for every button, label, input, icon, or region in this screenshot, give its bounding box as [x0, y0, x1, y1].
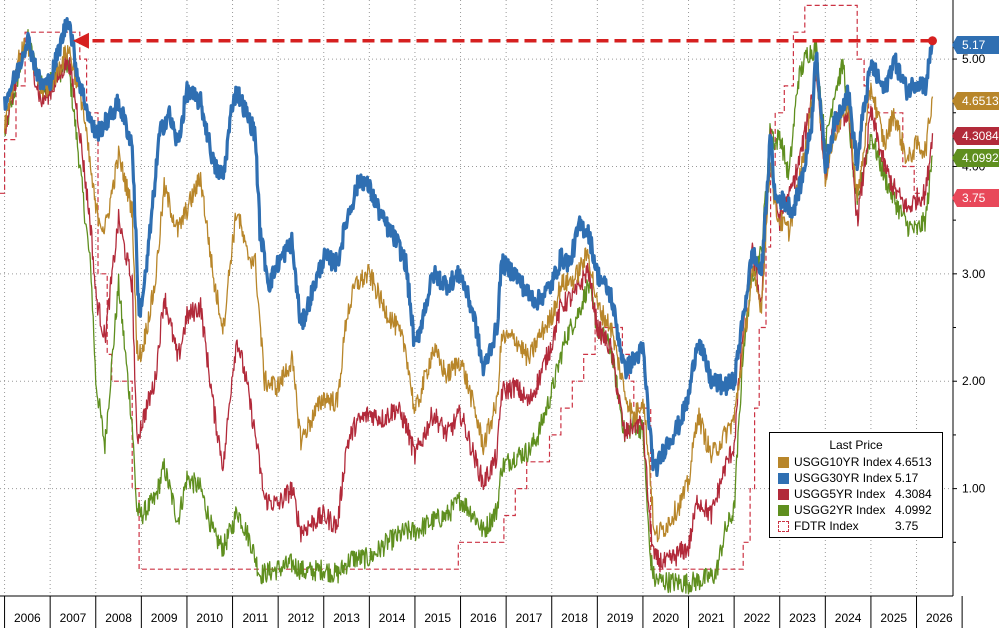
y-tick-label: 1.00 — [962, 482, 986, 496]
x-tick-label: 2015 — [424, 611, 451, 625]
legend-name: USGG10YR Index — [794, 455, 893, 469]
x-tick-label: 2017 — [516, 611, 543, 625]
annotation-arrow — [72, 32, 937, 49]
last-price-badge: 5.17 — [952, 36, 999, 54]
x-tick-label: 2019 — [607, 611, 634, 625]
badge-box — [957, 127, 999, 145]
legend-swatch — [778, 504, 789, 516]
x-axis-ticks: 2006 2007 2008 2009 2010 2011 2012 2013 2014 2015… — [4, 596, 963, 628]
y-tick-label: 5.00 — [962, 52, 986, 66]
legend-swatch — [778, 472, 789, 484]
x-tick-label: 2020 — [652, 611, 679, 625]
x-tick-label: 2008 — [105, 611, 132, 625]
badge-pointer — [952, 36, 957, 54]
series-lines — [0, 4, 935, 595]
x-tick-label: 2014 — [379, 611, 406, 625]
badge-box — [957, 92, 999, 110]
legend-value: 4.6513 — [895, 455, 932, 469]
legend-item-usgg10yr: USGG10YR Index 4.6513 — [770, 454, 942, 470]
badge-label: 4.6513 — [962, 94, 999, 108]
badge-pointer — [952, 189, 957, 207]
y-axis-ticks: 1.002.003.004.005.00 — [953, 52, 986, 543]
x-tick-label: 2018 — [561, 611, 588, 625]
legend-value: 4.3084 — [895, 487, 932, 501]
annotation-arrowhead — [72, 32, 89, 49]
badge-label: 3.75 — [962, 191, 986, 205]
legend-item-usgg30yr: USGG30YR Index 5.17 — [770, 470, 942, 486]
last-price-badge: 3.75 — [952, 189, 999, 207]
legend-value: 4.0992 — [895, 503, 932, 517]
x-tick-label: 2016 — [470, 611, 497, 625]
legend-swatch — [778, 488, 789, 500]
legend-name: USGG30YR Index — [794, 471, 893, 485]
legend-name: USGG2YR Index — [794, 503, 886, 517]
x-tick-label: 2026 — [926, 611, 953, 625]
x-tick-label: 2011 — [242, 611, 268, 625]
legend-swatch — [778, 456, 789, 468]
x-tick-label: 2006 — [14, 611, 41, 625]
legend-value: 5.17 — [895, 471, 919, 485]
x-tick-label: 2023 — [789, 611, 816, 625]
series-usgg10yr-index — [3, 37, 934, 543]
legend-item-fdtr: FDTR Index 3.75 — [770, 518, 942, 534]
x-tick-label: 2012 — [288, 611, 315, 625]
x-tick-label: 2024 — [835, 611, 862, 625]
badge-label: 4.3084 — [962, 129, 999, 143]
badge-pointer — [952, 127, 957, 145]
badge-pointer — [952, 92, 957, 110]
badge-pointer — [952, 149, 957, 167]
legend-name: FDTR Index — [794, 519, 859, 533]
x-tick-label: 2013 — [333, 611, 360, 625]
legend-value: 3.75 — [895, 519, 919, 533]
last-price-badge: 4.3084 — [952, 127, 999, 145]
series-usgg5yr-index — [3, 38, 934, 573]
legend-swatch — [778, 520, 789, 532]
legend: Last Price USGG10YR Index 4.6513 USGG30Y… — [769, 432, 943, 538]
last-price-badge: 4.6513 — [952, 92, 999, 110]
x-tick-label: 2022 — [744, 611, 771, 625]
badge-box — [957, 189, 999, 207]
x-tick-label: 2007 — [60, 611, 87, 625]
legend-name: USGG5YR Index — [794, 487, 886, 501]
series-usgg30yr-index — [3, 17, 935, 477]
x-tick-label: 2025 — [880, 611, 907, 625]
x-tick-label: 2009 — [151, 611, 178, 625]
x-tick-label: 2021 — [698, 611, 725, 625]
badge-label: 4.0992 — [962, 151, 999, 165]
series-usgg2yr-index — [3, 29, 933, 595]
y-tick-label: 2.00 — [962, 374, 986, 388]
badge-box — [957, 36, 999, 54]
x-tick-label: 2010 — [196, 611, 223, 625]
annotation-endpoint — [927, 36, 937, 46]
last-price-badges: 5.17 4.6513 4.3084 4.0992 3.75 — [952, 36, 999, 207]
last-price-badge: 4.0992 — [952, 149, 999, 167]
badge-label: 5.17 — [962, 38, 986, 52]
legend-item-usgg5yr: USGG5YR Index 4.3084 — [770, 486, 942, 502]
legend-title: Last Price — [829, 438, 883, 452]
badge-box — [957, 149, 999, 167]
y-tick-label: 3.00 — [962, 267, 986, 281]
legend-item-usgg2yr: USGG2YR Index 4.0992 — [770, 502, 942, 518]
